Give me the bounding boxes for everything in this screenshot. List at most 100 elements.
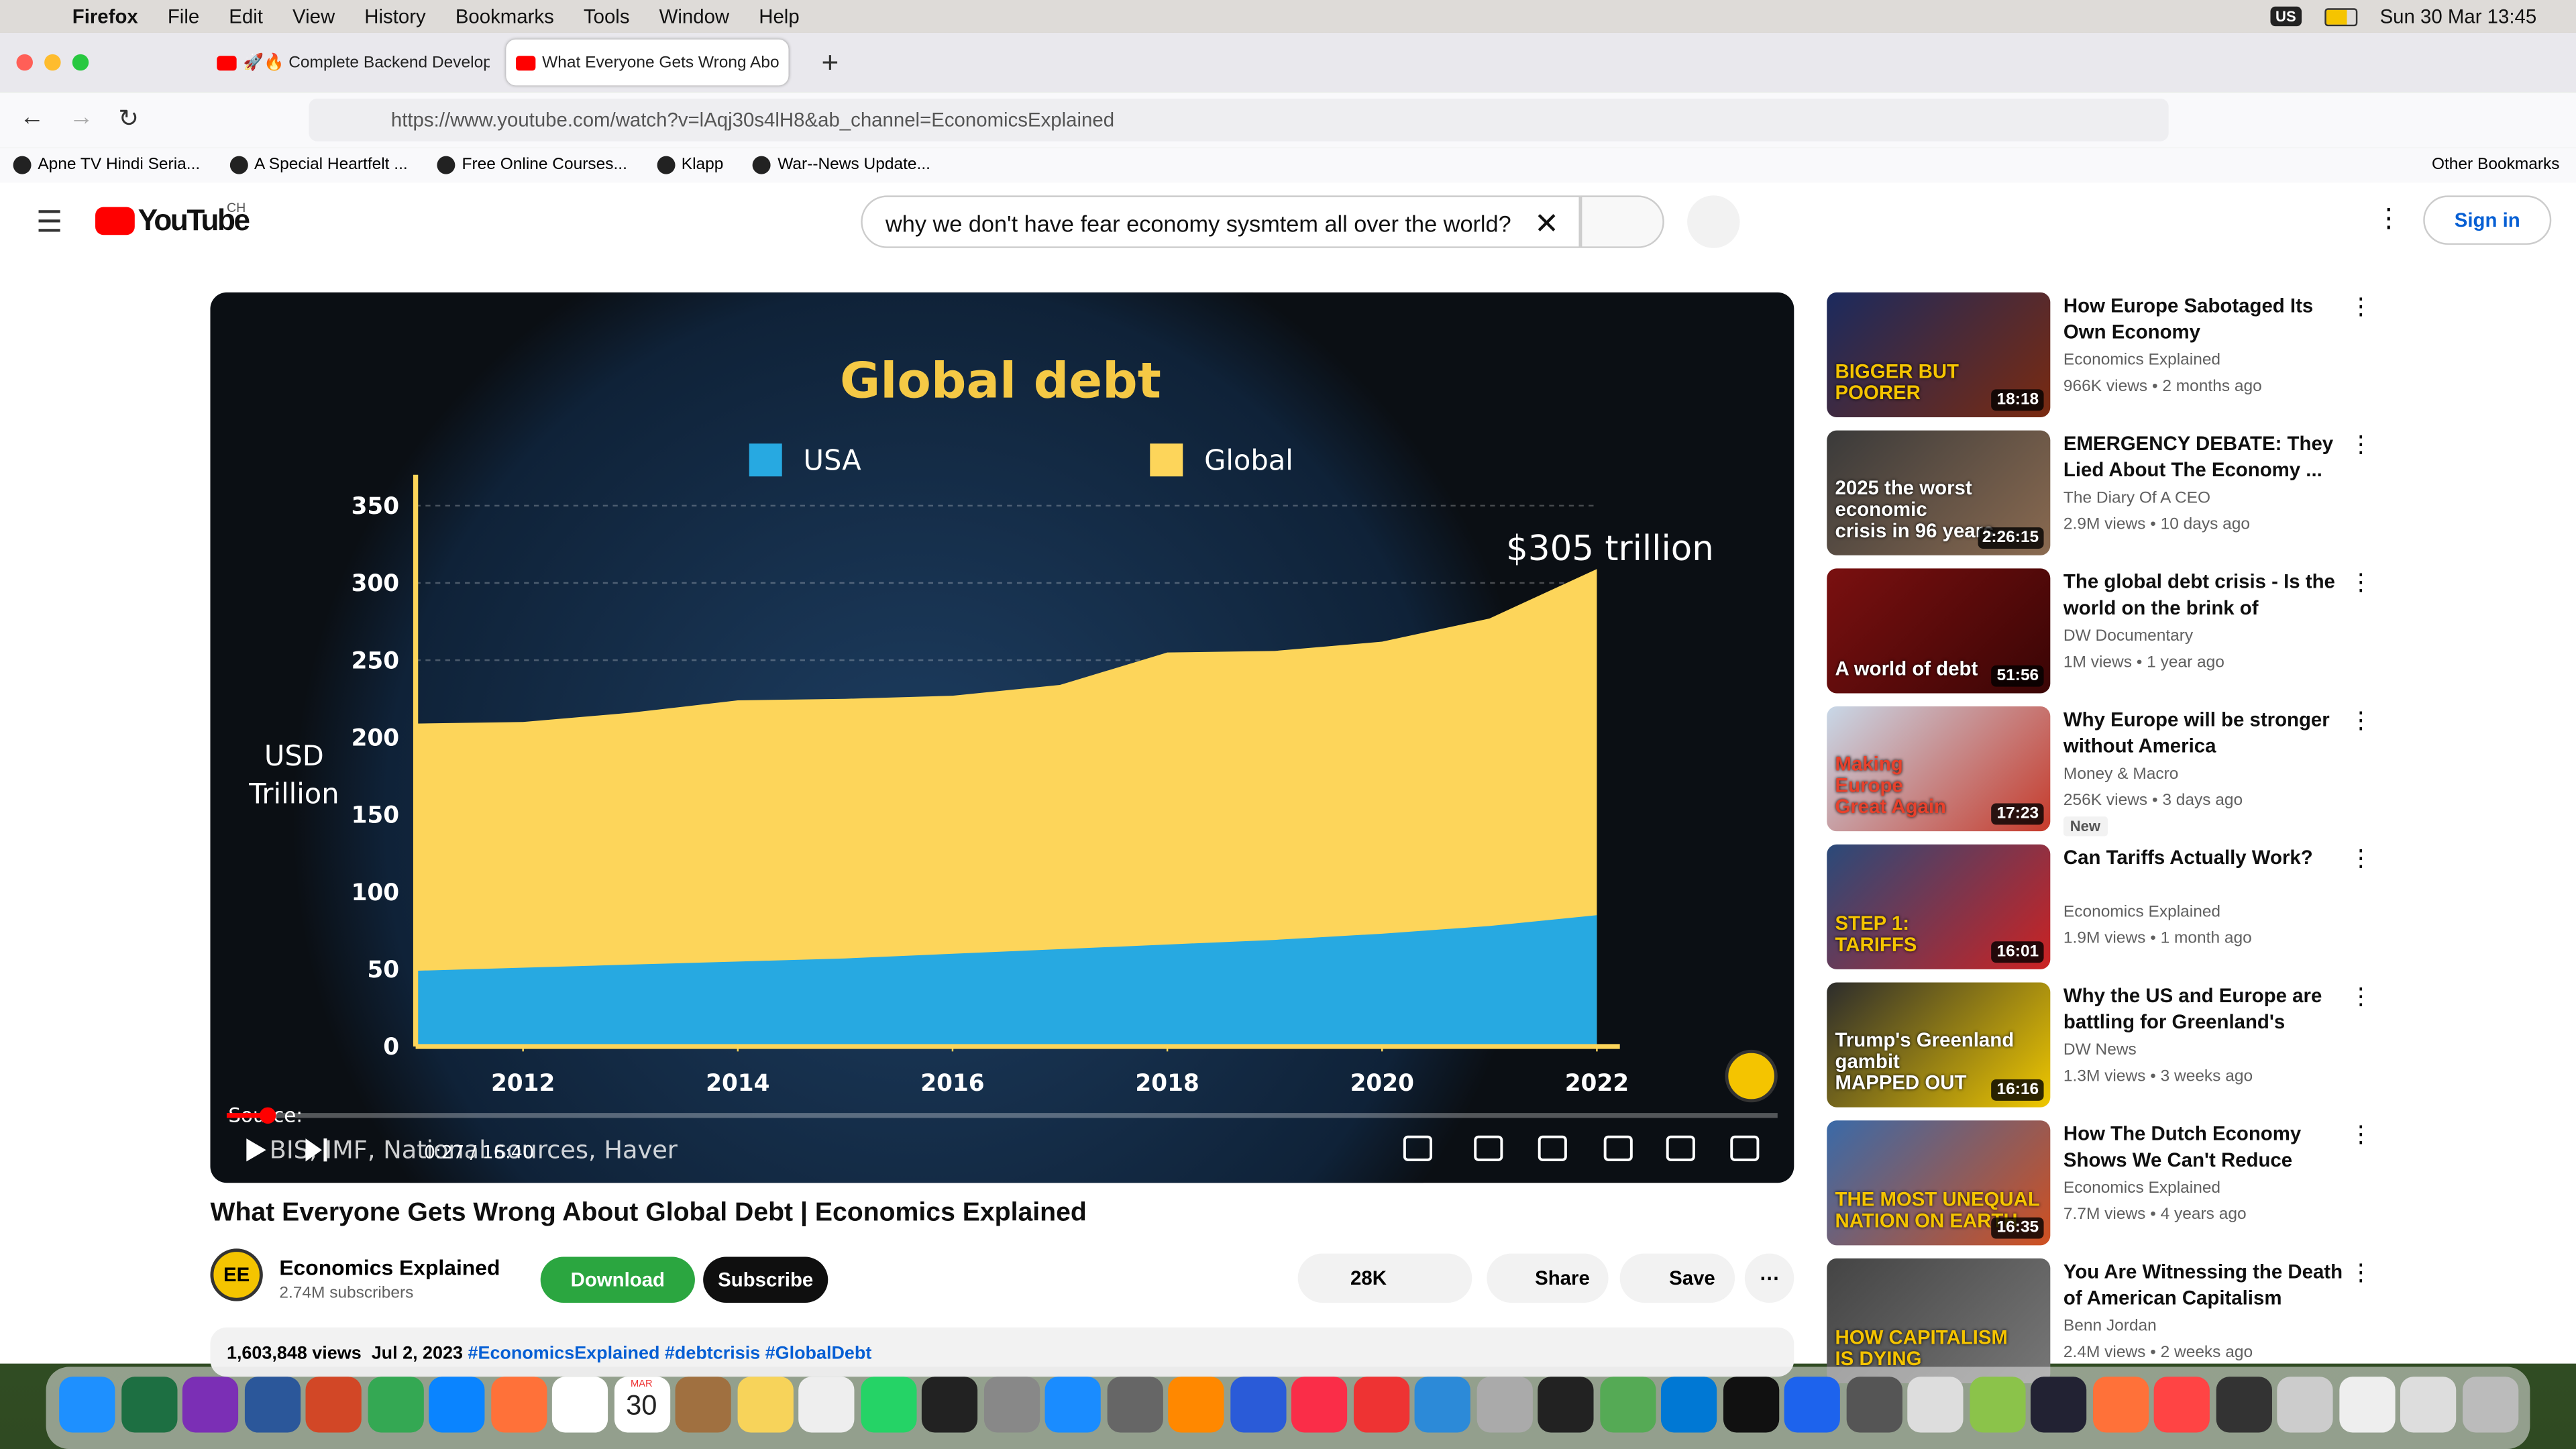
related-video[interactable]: 2025 the worst economic crisis in 96 year…: [1827, 430, 2385, 562]
zoom-window[interactable]: [72, 54, 89, 71]
player-control[interactable]: [1538, 1135, 1567, 1161]
video-player[interactable]: Global debt USA Global 0 50 100 150 200 250 300 35…: [210, 292, 1794, 1183]
menu-item[interactable]: Tools: [583, 5, 630, 28]
subscribe-button[interactable]: Subscribe: [703, 1256, 828, 1303]
dock-icon[interactable]: [429, 1377, 485, 1433]
menu-item[interactable]: Window: [659, 5, 730, 28]
more-options[interactable]: ⋮: [2349, 844, 2373, 871]
address-bar[interactable]: https://www.youtube.com/watch?v=lAqj30s4…: [309, 98, 2169, 142]
forward[interactable]: →: [68, 103, 94, 131]
back[interactable]: ←: [19, 103, 45, 131]
dock-icon[interactable]: [1599, 1377, 1656, 1433]
player-control[interactable]: [1403, 1135, 1433, 1161]
minimize-window[interactable]: [44, 54, 61, 71]
app-name[interactable]: Firefox: [72, 5, 138, 28]
thumbnail[interactable]: THE MOST UNEQUAL NATION ON EARTH 16:35: [1827, 1120, 2051, 1246]
dock-icon[interactable]: [737, 1377, 793, 1433]
player-control[interactable]: [1603, 1135, 1633, 1161]
tab[interactable]: 🚀🔥 Complete Backend Develop: [207, 40, 489, 86]
dock-icon[interactable]: [2461, 1377, 2518, 1433]
more-options[interactable]: ⋮: [2349, 568, 2373, 595]
clock[interactable]: Sun 30 Mar 13:45: [2379, 5, 2537, 28]
clear-search[interactable]: ✕: [1534, 207, 1560, 240]
dock-icon[interactable]: [59, 1377, 115, 1433]
dock-icon[interactable]: [1291, 1377, 1348, 1433]
play-button[interactable]: [246, 1138, 266, 1162]
bookmark[interactable]: Free Online Courses...: [437, 156, 627, 174]
dock-icon[interactable]: [860, 1377, 916, 1433]
channel-avatar[interactable]: EE: [210, 1248, 263, 1301]
player-control[interactable]: [1666, 1135, 1695, 1161]
more-actions[interactable]: ⋯: [1744, 1253, 1794, 1303]
dock-icon[interactable]: [1722, 1377, 1779, 1433]
youtube-icon[interactable]: [95, 207, 135, 235]
related-video[interactable]: A world of debt 51:56 The global debt cris…: [1827, 568, 2385, 700]
other-bookmarks[interactable]: Other Bookmarks: [2431, 156, 2560, 174]
dock-icon[interactable]: [2215, 1377, 2271, 1433]
dock-icon[interactable]: [798, 1377, 855, 1433]
dock-icon[interactable]: [1044, 1377, 1101, 1433]
more-options[interactable]: ⋮: [2349, 1120, 2373, 1147]
thumbnail[interactable]: STEP 1: TARIFFS 16:01: [1827, 844, 2051, 969]
sign-in[interactable]: Sign in: [2423, 195, 2552, 245]
related-video[interactable]: Making Europe Great Again 17:23 Why Europe w…: [1827, 706, 2385, 838]
player-control[interactable]: [1474, 1135, 1503, 1161]
dock-icon[interactable]: [921, 1377, 978, 1433]
menu-item[interactable]: View: [292, 5, 335, 28]
dock-icon[interactable]: [490, 1377, 547, 1433]
thumbnail[interactable]: Making Europe Great Again 17:23: [1827, 706, 2051, 832]
dock-icon[interactable]: MAR 30: [613, 1377, 669, 1433]
dock-icon[interactable]: [2277, 1377, 2333, 1433]
hashtags[interactable]: #EconomicsExplained #debtcrisis #GlobalD…: [468, 1344, 872, 1364]
dock-icon[interactable]: [1230, 1377, 1286, 1433]
menu-item[interactable]: File: [167, 5, 200, 28]
channel-name[interactable]: Economics Explained: [279, 1255, 500, 1280]
dock-icon[interactable]: [182, 1377, 239, 1433]
voice-search[interactable]: [1687, 195, 1740, 248]
thumbnail[interactable]: BIGGER BUT POORER 18:18: [1827, 292, 2051, 418]
save-button[interactable]: Save: [1619, 1253, 1735, 1303]
more-options[interactable]: ⋮: [2349, 982, 2373, 1009]
dock-icon[interactable]: [1784, 1377, 1840, 1433]
thumbnail[interactable]: Trump's Greenland gambit MAPPED OUT 16:16: [1827, 982, 2051, 1108]
download-button[interactable]: Download: [540, 1256, 695, 1303]
dock-icon[interactable]: [367, 1377, 423, 1433]
bookmark[interactable]: Apne TV Hindi Seria...: [13, 156, 201, 174]
battery[interactable]: [2324, 7, 2357, 25]
dock-icon[interactable]: [1352, 1377, 1409, 1433]
dock-icon[interactable]: [1168, 1377, 1224, 1433]
related-video[interactable]: Trump's Greenland gambit MAPPED OUT 16:16 W…: [1827, 982, 2385, 1114]
dock-icon[interactable]: [2092, 1377, 2149, 1433]
new-tab[interactable]: +: [821, 46, 839, 79]
search-button[interactable]: [1580, 195, 1664, 248]
menu-button[interactable]: ☰: [36, 205, 63, 239]
player-control[interactable]: [1730, 1135, 1760, 1161]
bookmark[interactable]: Klapp: [657, 156, 723, 174]
dock-icon[interactable]: [1845, 1377, 1902, 1433]
thumbnail[interactable]: A world of debt 51:56: [1827, 568, 2051, 694]
related-video[interactable]: STEP 1: TARIFFS 16:01 Can Tariffs Actually …: [1827, 844, 2385, 976]
dock-icon[interactable]: [1538, 1377, 1594, 1433]
more-options[interactable]: ⋮: [2349, 430, 2373, 457]
dock-icon[interactable]: [551, 1377, 608, 1433]
dock-icon[interactable]: [1106, 1377, 1163, 1433]
more-options[interactable]: ⋮: [2349, 706, 2373, 733]
dock-icon[interactable]: [2030, 1377, 2087, 1433]
tab-active[interactable]: What Everyone Gets Wrong Abo: [506, 39, 789, 86]
close-window[interactable]: [16, 54, 33, 71]
menu-item[interactable]: History: [364, 5, 426, 28]
youtube-logo[interactable]: YouTube: [138, 203, 250, 237]
dock-icon[interactable]: [1907, 1377, 1964, 1433]
share-button[interactable]: Share: [1487, 1253, 1609, 1303]
bookmark[interactable]: War--News Update...: [753, 156, 930, 174]
dock-icon[interactable]: [1660, 1377, 1717, 1433]
bookmark[interactable]: A Special Heartfelt ...: [229, 156, 408, 174]
dock-icon[interactable]: [244, 1377, 300, 1433]
next-button[interactable]: [305, 1138, 327, 1162]
dock-icon[interactable]: [121, 1377, 177, 1433]
dock-icon[interactable]: [983, 1377, 1039, 1433]
dock-icon[interactable]: [2339, 1377, 2395, 1433]
dock-icon[interactable]: [2153, 1377, 2210, 1433]
thumbnail[interactable]: HOW CAPITALISM IS DYING: [1827, 1258, 2051, 1384]
dock-icon[interactable]: [2400, 1377, 2457, 1433]
